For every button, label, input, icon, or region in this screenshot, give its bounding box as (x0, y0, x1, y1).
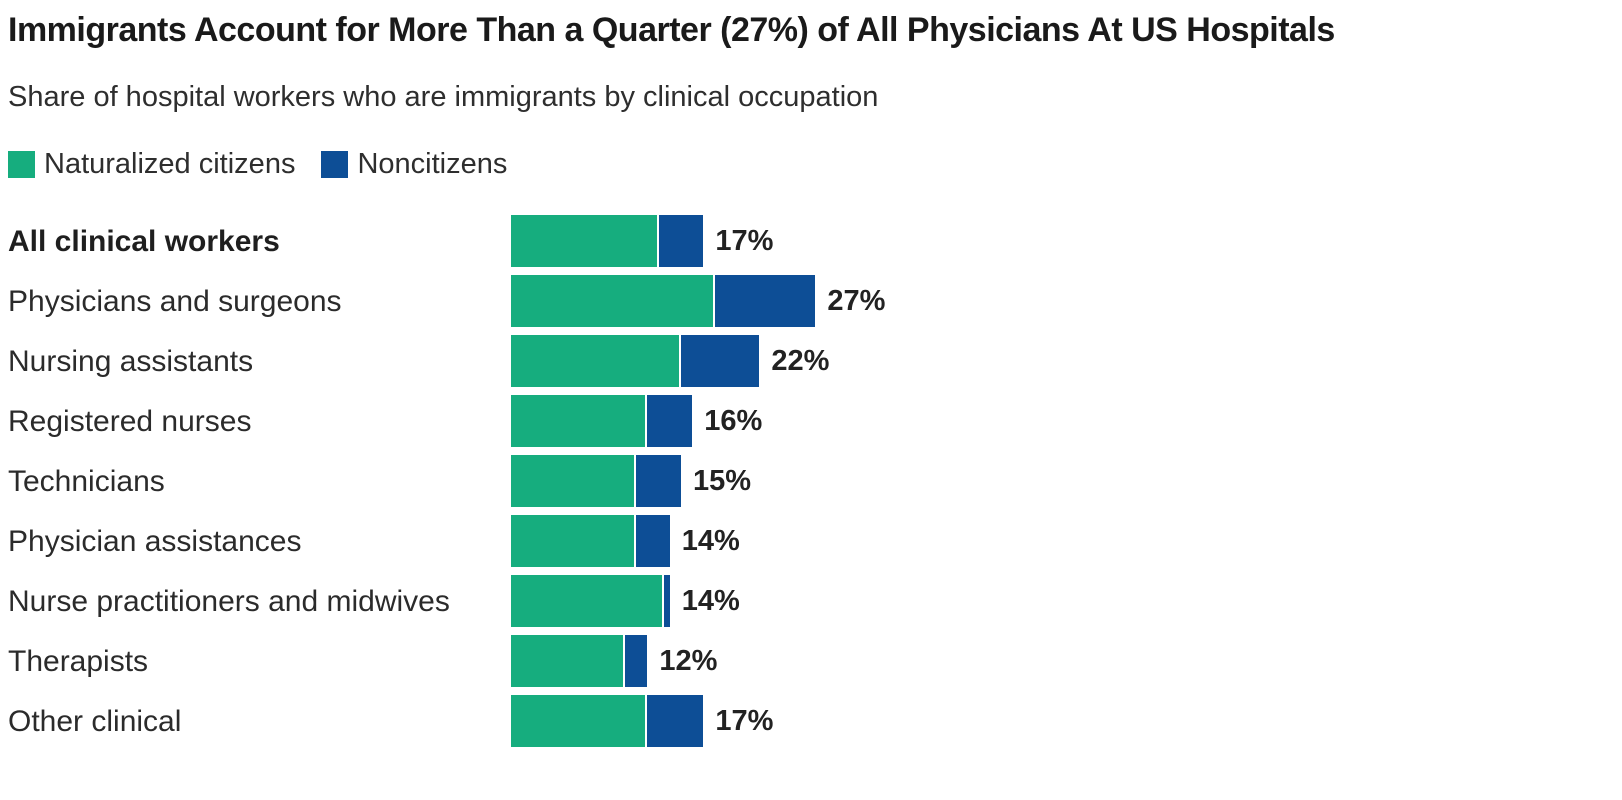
legend-label-naturalized-citizens: Naturalized citizens (44, 148, 296, 181)
bar-area: 14% (511, 515, 740, 568)
naturalized-citizens-bar-segment (511, 635, 623, 688)
bar-row: Nurse practitioners and midwives 14% (8, 571, 1614, 631)
category-label: Therapists (8, 644, 149, 678)
noncitizens-bar-segment (647, 395, 693, 448)
bar-row: Therapists 12% (8, 631, 1614, 691)
naturalized-citizens-bar-segment (511, 575, 663, 628)
bar-area: 22% (511, 335, 830, 388)
total-value-label: 12% (659, 644, 718, 677)
naturalized-citizens-bar-segment (511, 395, 646, 448)
legend-item-noncitizens: Noncitizens (321, 148, 507, 181)
category-label: Nursing assistants (8, 344, 254, 378)
legend-label-noncitizens: Noncitizens (357, 148, 508, 181)
noncitizens-bar-segment (636, 515, 670, 568)
total-value-label: 17% (715, 224, 774, 257)
naturalized-citizens-bar-segment (511, 335, 679, 388)
bar-row: All clinical workers 17% (8, 211, 1614, 271)
total-value-label: 17% (715, 704, 774, 737)
bar-area: 27% (511, 275, 886, 328)
naturalized-citizens-swatch-icon (8, 151, 35, 179)
bar-row: Nursing assistants 22% (8, 331, 1614, 391)
bar-row: Technicians 15% (8, 451, 1614, 511)
total-value-label: 27% (827, 284, 886, 317)
category-label: Registered nurses (8, 404, 252, 438)
category-label: All clinical workers (8, 224, 280, 258)
bar-row: Other clinical 17% (8, 691, 1614, 751)
bar-area: 16% (511, 395, 763, 448)
bar-row: Registered nurses 16% (8, 391, 1614, 451)
legend-item-naturalized-citizens: Naturalized citizens (8, 148, 295, 181)
bar-row: Physician assistances 14% (8, 511, 1614, 571)
naturalized-citizens-bar-segment (511, 275, 713, 328)
noncitizens-bar-segment (714, 275, 816, 328)
bar-area: 12% (511, 635, 718, 688)
noncitizens-bar-segment (681, 335, 760, 388)
category-label: Other clinical (8, 704, 182, 738)
chart-title: Immigrants Account for More Than a Quart… (8, 11, 1335, 49)
noncitizens-bar-segment (625, 635, 648, 688)
category-label: Nurse practitioners and midwives (8, 584, 450, 618)
bar-area: 15% (511, 455, 752, 508)
total-value-label: 16% (704, 404, 763, 437)
bar-area: 17% (511, 215, 774, 268)
category-label: Physician assistances (8, 524, 302, 558)
noncitizens-bar-segment (658, 215, 704, 268)
bar-area: 17% (511, 695, 774, 748)
category-label: Technicians (8, 464, 165, 498)
noncitizens-swatch-icon (321, 151, 349, 179)
total-value-label: 15% (692, 464, 752, 497)
total-value-label: 22% (771, 344, 830, 377)
bar-row: Physicians and surgeons 27% (8, 271, 1614, 331)
naturalized-citizens-bar-segment (511, 695, 646, 748)
category-label: Physicians and surgeons (8, 284, 342, 318)
legend: Naturalized citizens Noncitizens (8, 148, 1614, 181)
noncitizens-bar-segment (636, 455, 681, 508)
bar-rows: All clinical workers 17% Physicians and su… (8, 211, 1614, 751)
bar-area: 14% (511, 575, 740, 628)
total-value-label: 14% (681, 584, 740, 617)
naturalized-citizens-bar-segment (511, 215, 657, 268)
noncitizens-bar-segment (647, 695, 704, 748)
naturalized-citizens-bar-segment (511, 515, 635, 568)
chart-subtitle: Share of hospital workers who are immigr… (8, 80, 879, 113)
noncitizens-bar-segment (664, 575, 670, 628)
naturalized-citizens-bar-segment (511, 455, 635, 508)
total-value-label: 14% (681, 524, 740, 557)
